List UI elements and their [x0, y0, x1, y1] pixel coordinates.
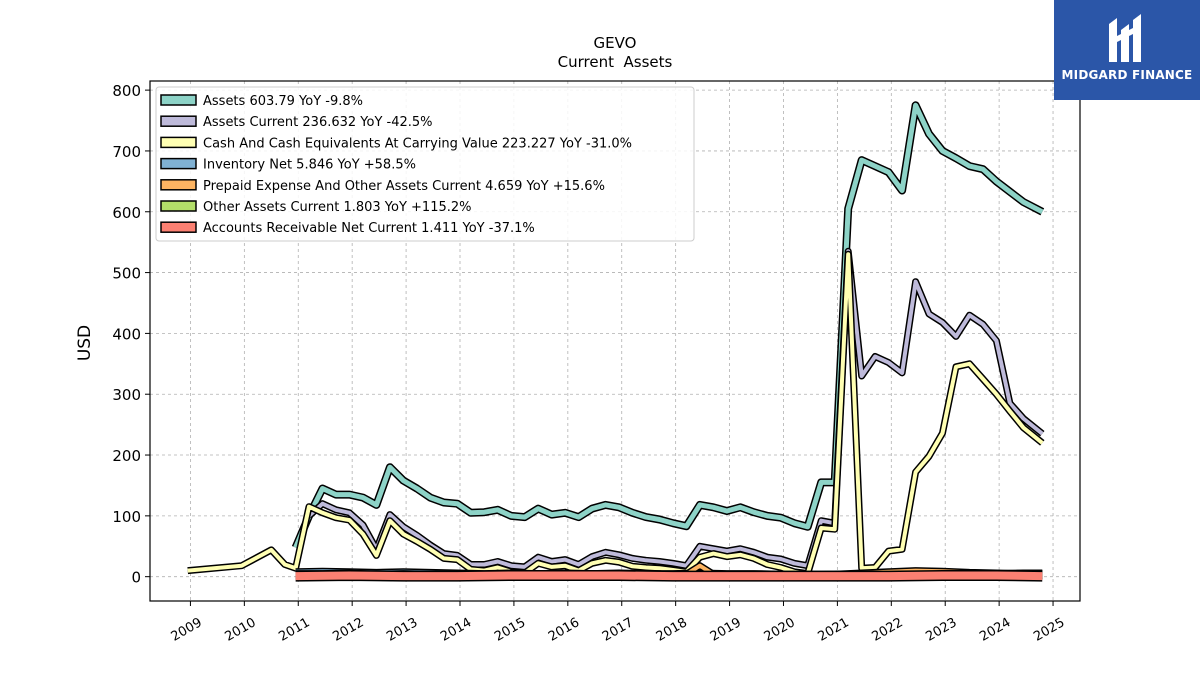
logo-text: MIDGARD FINANCE — [1061, 68, 1193, 82]
legend-entry: Assets Current 236.632 YoY -42.5% — [203, 115, 433, 130]
y-tick-label: 600 — [112, 204, 141, 222]
series-line — [187, 250, 1045, 578]
x-tick-label: 2015 — [492, 615, 528, 645]
y-tick-label: 400 — [112, 325, 141, 343]
legend-entry: Prepaid Expense And Other Assets Current… — [203, 179, 605, 194]
legend-entry: Inventory Net 5.846 YoY +58.5% — [203, 158, 416, 173]
series-path — [293, 102, 1044, 549]
legend-swatch — [160, 200, 197, 212]
x-tick-label: 2025 — [1031, 615, 1067, 645]
plot-frame — [149, 80, 1081, 602]
midgard-logo-icon — [1109, 14, 1141, 62]
x-tick-label: 2021 — [816, 615, 852, 645]
x-tick-label: 2023 — [923, 615, 959, 645]
legend-entry: Accounts Receivable Net Current 1.411 Yo… — [203, 221, 535, 236]
chart-subtitle: Current Assets — [558, 53, 673, 71]
x-tick-label: 2017 — [600, 615, 636, 645]
series-line — [295, 570, 1043, 582]
x-tick-label: 2009 — [169, 615, 205, 645]
legend: Assets 603.79 YoY -9.8% Assets Current 23… — [155, 86, 695, 242]
y-axis-label: USD — [75, 325, 95, 361]
series-path — [187, 252, 1044, 576]
y-tick-label: 100 — [112, 508, 141, 526]
logo: MIDGARD FINANCE — [1054, 0, 1200, 100]
x-tick-label: 2020 — [762, 615, 798, 645]
legend-swatch — [160, 157, 197, 170]
legend-entry: Cash And Cash Equivalents At Carrying Va… — [203, 136, 632, 151]
legend-swatch — [160, 221, 197, 233]
chart-title: GEVO — [594, 34, 637, 52]
y-tick-label: 700 — [112, 143, 141, 161]
y-tick-label: 500 — [112, 265, 141, 283]
x-tick-label: 2012 — [330, 615, 366, 645]
legend-swatch — [160, 94, 197, 106]
y-tick-label: 800 — [112, 82, 141, 100]
y-tick-label: 300 — [112, 386, 141, 404]
x-tick-label: 2018 — [654, 615, 690, 645]
legend-swatch — [160, 136, 197, 149]
legend-swatch — [160, 115, 197, 127]
x-tick-label: 2010 — [223, 615, 259, 645]
series-line — [291, 101, 1045, 550]
series-path — [295, 571, 1043, 581]
series-line — [306, 247, 1045, 571]
x-tick-label: 2016 — [546, 615, 582, 645]
x-tick-label: 2013 — [384, 615, 420, 645]
legend-swatch — [160, 179, 197, 191]
series-path — [307, 249, 1044, 569]
legend-entry: Other Assets Current 1.803 YoY +115.2% — [203, 200, 472, 215]
y-tick-label: 200 — [112, 447, 141, 465]
x-tick-label: 2014 — [438, 615, 474, 645]
x-tick-label: 2011 — [276, 615, 312, 645]
legend-entry: Assets 603.79 YoY -9.8% — [203, 94, 363, 109]
x-tick-label: 2024 — [977, 615, 1013, 645]
legend-box — [155, 86, 695, 242]
y-tick-label: 0 — [131, 569, 141, 587]
x-tick-label: 2022 — [869, 615, 905, 645]
x-tick-label: 2019 — [708, 615, 744, 645]
